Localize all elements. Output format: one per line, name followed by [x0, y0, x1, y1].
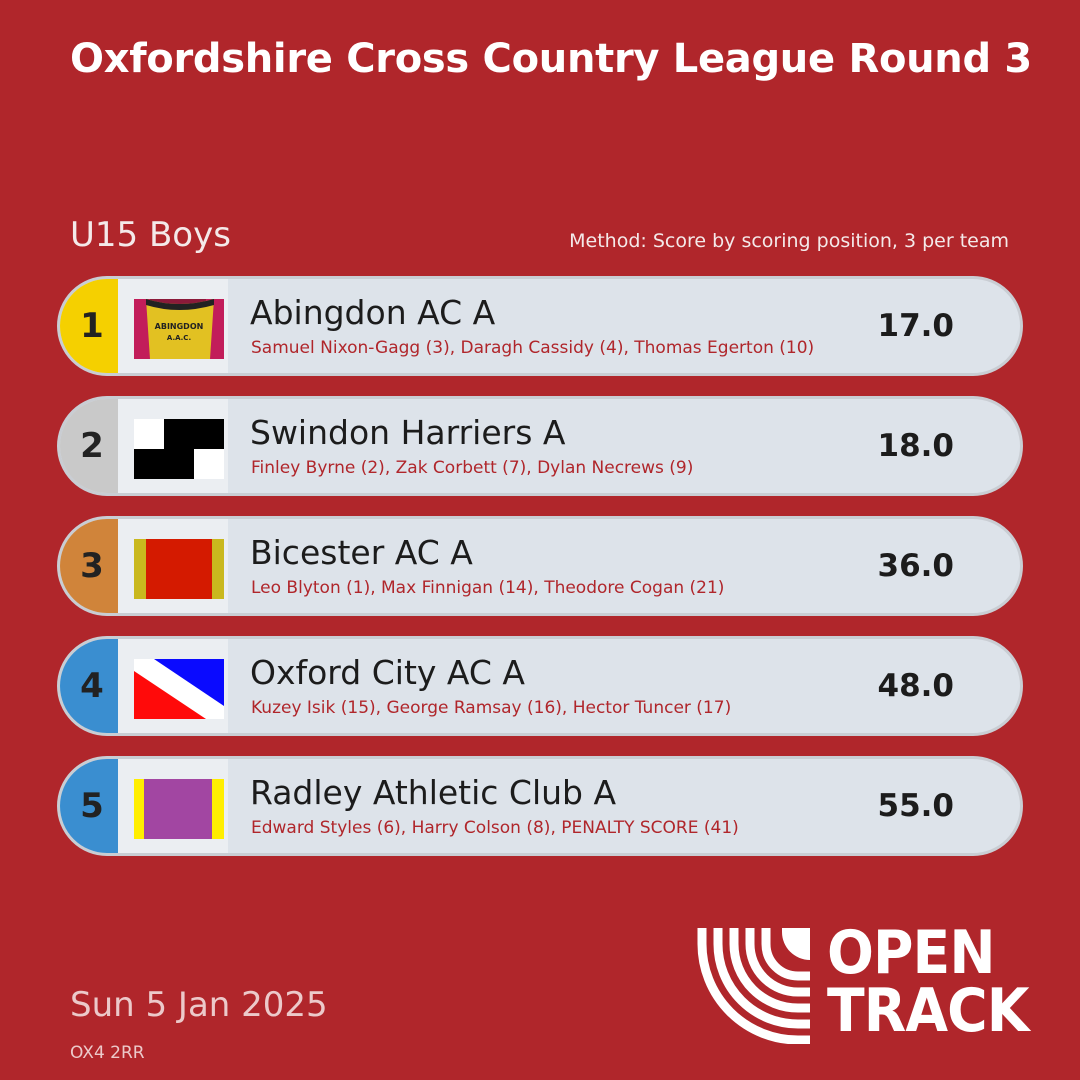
club-flag-cell — [118, 639, 228, 733]
position-badge: 5 — [60, 759, 118, 853]
page-title: Oxfordshire Cross Country League Round 3 — [70, 36, 1032, 82]
abingdon-vest-icon: ABINGDON A.A.C. — [134, 299, 224, 359]
checkered-flag-icon — [134, 419, 224, 479]
result-row[interactable]: 2 Swindon Harriers A Finley Byrne (2), Z… — [57, 396, 1023, 496]
team-score: 48.0 — [877, 668, 955, 704]
club-flag-cell: ABINGDON A.A.C. — [118, 279, 228, 373]
team-score: 18.0 — [877, 428, 955, 464]
club-flag-cell — [118, 519, 228, 613]
team-runners: Samuel Nixon-Gagg (3), Daragh Cassidy (4… — [251, 338, 815, 358]
team-runners: Edward Styles (6), Harry Colson (8), PEN… — [251, 818, 739, 838]
position-badge: 4 — [60, 639, 118, 733]
result-row[interactable]: 1 ABINGDON A.A.C. Abingdon AC A Samuel N… — [57, 276, 1023, 376]
category-heading: U15 Boys — [70, 215, 231, 255]
event-postcode: OX4 2RR — [70, 1043, 145, 1063]
team-name: Bicester AC A — [250, 533, 473, 572]
position-badge: 2 — [60, 399, 118, 493]
team-runners: Leo Blyton (1), Max Finnigan (14), Theod… — [251, 578, 725, 598]
team-runners: Finley Byrne (2), Zak Corbett (7), Dylan… — [251, 458, 694, 478]
position-badge: 1 — [60, 279, 118, 373]
logo-wordmark: OPEN TRACK — [827, 918, 1029, 1046]
team-score: 17.0 — [877, 308, 955, 344]
results-list: 1 ABINGDON A.A.C. Abingdon AC A Samuel N… — [57, 276, 1023, 876]
club-flag-cell — [118, 759, 228, 853]
track-lanes-icon — [697, 928, 810, 1044]
event-date: Sun 5 Jan 2025 — [70, 985, 328, 1025]
result-row[interactable]: 3 Bicester AC A Leo Blyton (1), Max Finn… — [57, 516, 1023, 616]
team-score: 36.0 — [877, 548, 955, 584]
opentrack-logo: OPEN TRACK — [694, 918, 1050, 1046]
team-runners: Kuzey Isik (15), George Ramsay (16), Hec… — [251, 698, 732, 718]
club-flag-cell — [118, 399, 228, 493]
team-name: Swindon Harriers A — [250, 413, 566, 452]
team-name: Oxford City AC A — [250, 653, 526, 692]
svg-text:A.A.C.: A.A.C. — [167, 334, 191, 342]
team-name: Abingdon AC A — [250, 293, 496, 332]
purple-flag-icon — [134, 779, 224, 839]
team-score: 55.0 — [877, 788, 955, 824]
logo-line-track: TRACK — [827, 976, 1029, 1046]
position-badge: 3 — [60, 519, 118, 613]
logo-line-open: OPEN — [827, 918, 996, 988]
team-name: Radley Athletic Club A — [250, 773, 617, 812]
svg-text:ABINGDON: ABINGDON — [155, 322, 204, 331]
scoring-method: Method: Score by scoring position, 3 per… — [569, 230, 1009, 252]
red-flag-icon — [134, 539, 224, 599]
result-row[interactable]: 5 Radley Athletic Club A Edward Styles (… — [57, 756, 1023, 856]
result-row[interactable]: 4 Oxford City AC A Kuzey Isik (15), Geor… — [57, 636, 1023, 736]
diagonal-flag-icon — [134, 659, 224, 719]
